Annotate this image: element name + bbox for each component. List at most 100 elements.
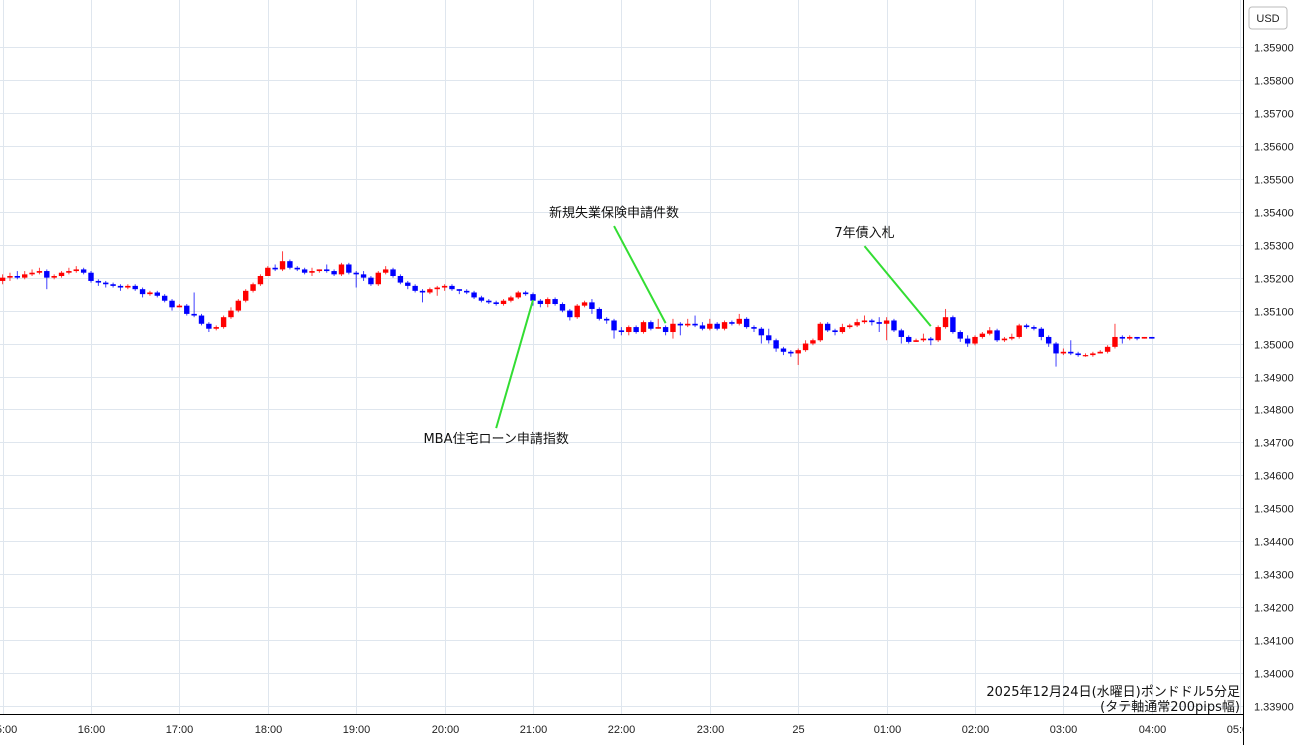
candle-down <box>95 279 102 286</box>
candle-body <box>139 289 146 295</box>
candle-up <box>817 322 823 342</box>
candle-up <box>1009 333 1015 341</box>
candle-up <box>220 315 227 329</box>
candle-down <box>950 315 956 334</box>
candle-down <box>1075 351 1081 357</box>
candle-down <box>103 280 109 288</box>
candle-up <box>802 340 809 352</box>
candle-body <box>272 267 278 270</box>
candle-body <box>1141 336 1148 339</box>
annotation-label: 7年債入札 <box>834 226 894 241</box>
candle-body <box>685 323 691 326</box>
candle-body <box>677 323 684 326</box>
price-tick-label: 1.34100 <box>1254 636 1294 648</box>
candle-body <box>309 271 315 273</box>
candle-body <box>471 292 477 298</box>
candle-up <box>434 285 440 296</box>
candle-body <box>1127 336 1133 339</box>
time-tick-label: 18:00 <box>255 724 283 736</box>
candle-down <box>876 317 882 333</box>
candle-body <box>950 317 956 333</box>
candle-body <box>434 287 440 290</box>
candle-body <box>1068 351 1074 354</box>
chart-title: 2025年12月24日(水曜日)ポンドドル5分足 <box>986 685 1240 700</box>
candle-body <box>294 267 300 270</box>
candle-up <box>545 297 551 308</box>
price-axis[interactable]: 1.33900 1.34000 1.34100 1.34200 1.34300 1.344… <box>1254 43 1294 714</box>
candle-body <box>596 308 602 319</box>
candle-body <box>928 338 934 341</box>
candle-up <box>1127 335 1133 341</box>
candle-up <box>920 333 927 342</box>
price-tick-label: 1.34600 <box>1254 471 1294 483</box>
candle-up <box>979 332 986 339</box>
candle-up <box>1001 336 1008 342</box>
candle-up <box>581 300 588 308</box>
candle-down <box>353 271 359 288</box>
candle-up <box>0 274 6 285</box>
candle-body <box>736 318 742 324</box>
candle-body <box>773 340 779 349</box>
candle-body <box>493 302 499 305</box>
candle-body <box>456 289 463 291</box>
candle-body <box>29 272 35 275</box>
candle-down <box>522 290 529 296</box>
candle-up <box>839 323 846 334</box>
candle-up <box>36 267 43 275</box>
candle-body <box>670 323 676 333</box>
candle-body <box>780 348 787 352</box>
candle-body <box>279 261 286 270</box>
candle-down <box>390 267 396 278</box>
candle-down <box>287 259 293 270</box>
candle-up <box>942 308 949 329</box>
candle-up <box>309 267 315 277</box>
candle-body <box>449 285 455 290</box>
candle-body <box>545 299 551 305</box>
candle-down <box>743 317 750 329</box>
candle-body <box>176 305 183 308</box>
candle-body <box>220 317 227 328</box>
candle-up <box>382 266 389 275</box>
candle-body <box>198 315 205 324</box>
candle-up <box>66 267 72 275</box>
candle-body <box>758 328 765 336</box>
candle-down <box>898 328 905 344</box>
candle-down <box>1023 323 1030 329</box>
candle-up <box>228 307 234 319</box>
candle-body <box>729 322 735 324</box>
annotation-label: MBA住宅ローン申請指数 <box>423 432 568 447</box>
candle-down <box>729 320 735 326</box>
candle-body <box>73 269 79 272</box>
time-axis[interactable]: 15:00 16:00 17:00 18:00 19:00 20:00 21:00 22:00… <box>0 724 1254 736</box>
currency-badge[interactable]: USD <box>1248 6 1288 30</box>
candle-down <box>1045 335 1052 347</box>
candle-body <box>1053 343 1059 354</box>
candle-body <box>287 261 293 268</box>
candle-body <box>184 305 190 314</box>
candle-down <box>832 328 838 336</box>
candle-down <box>198 313 205 326</box>
candle-body <box>552 299 558 305</box>
candle-body <box>353 272 359 275</box>
candle-body <box>964 338 971 344</box>
time-tick-label: 20:00 <box>432 724 460 736</box>
candle-body <box>125 285 131 288</box>
candle-body <box>58 272 65 277</box>
candle-body <box>810 340 816 344</box>
candle-body <box>714 323 720 329</box>
candle-body <box>618 330 625 333</box>
candle-up <box>987 327 993 336</box>
annotations-layer: 新規失業保険申請件数 7年債入札 MBA住宅ローン申請指数 <box>423 205 932 447</box>
candle-body <box>788 351 794 354</box>
candle-body <box>419 290 426 293</box>
candle-body <box>66 271 72 273</box>
price-tick-label: 1.34900 <box>1254 373 1294 385</box>
candle-body <box>257 276 264 285</box>
candle-body <box>228 310 234 318</box>
candle-body <box>397 276 404 283</box>
candle-body <box>626 327 632 333</box>
candle-up <box>257 274 264 286</box>
candle-body <box>235 300 242 311</box>
candle-body <box>1060 351 1067 354</box>
price-tick-label: 1.33900 <box>1254 702 1294 714</box>
